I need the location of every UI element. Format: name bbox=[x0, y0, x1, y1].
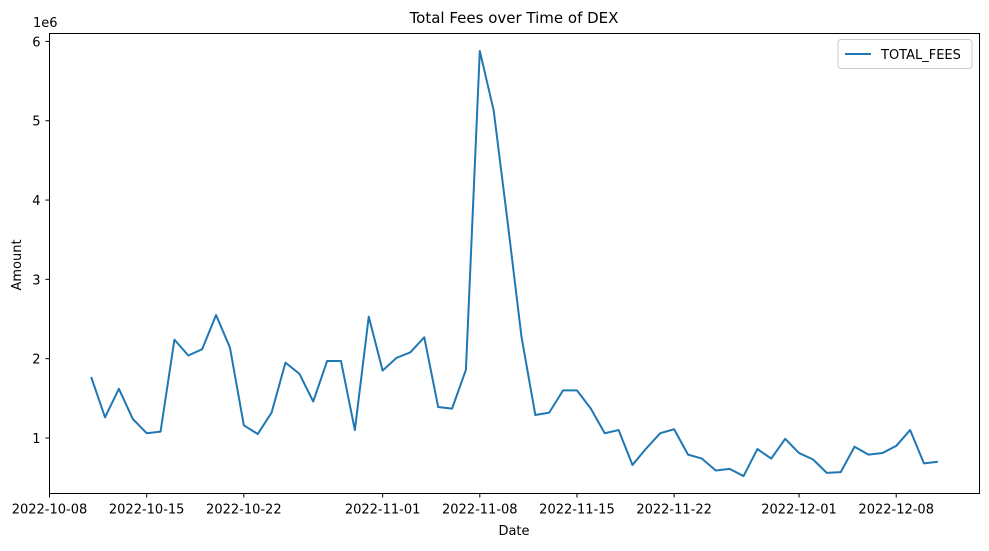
data-point bbox=[284, 362, 286, 364]
x-tick-label: 2022-12-08 bbox=[858, 503, 934, 518]
data-point bbox=[631, 464, 633, 466]
y-tick-label: 5 bbox=[32, 115, 40, 130]
data-point bbox=[118, 388, 120, 390]
x-tick-label: 2022-11-15 bbox=[539, 503, 615, 518]
data-point bbox=[756, 448, 758, 450]
data-point bbox=[437, 406, 439, 408]
series-layer bbox=[90, 49, 939, 478]
data-point bbox=[784, 438, 786, 440]
data-point bbox=[479, 50, 481, 52]
legend-box bbox=[837, 39, 973, 69]
y-tick-label: 3 bbox=[32, 273, 40, 288]
data-point bbox=[548, 412, 550, 414]
x-tick-label: 2022-10-15 bbox=[109, 503, 185, 518]
legend: TOTAL_FEES bbox=[837, 39, 973, 69]
x-tick-label: 2022-11-01 bbox=[345, 503, 421, 518]
data-point bbox=[770, 458, 772, 460]
data-point bbox=[826, 472, 828, 474]
data-point bbox=[382, 370, 384, 372]
data-point bbox=[673, 428, 675, 430]
data-point bbox=[257, 433, 259, 435]
plot-area-frame bbox=[49, 33, 980, 494]
data-point bbox=[396, 357, 398, 359]
data-point bbox=[701, 458, 703, 460]
data-point bbox=[659, 432, 661, 434]
data-point bbox=[173, 339, 175, 341]
legend-label: TOTAL_FEES bbox=[880, 48, 961, 63]
data-point bbox=[881, 452, 883, 454]
y-tick-label: 6 bbox=[32, 35, 40, 50]
data-point bbox=[354, 429, 356, 431]
data-point bbox=[909, 429, 911, 431]
data-point bbox=[895, 445, 897, 447]
data-point bbox=[160, 431, 162, 433]
data-point bbox=[867, 454, 869, 456]
x-tick-label: 2022-11-22 bbox=[636, 503, 712, 518]
data-point bbox=[493, 109, 495, 111]
data-point bbox=[520, 335, 522, 337]
y-tick-label: 2 bbox=[32, 353, 40, 368]
x-axis-label: Date bbox=[498, 524, 529, 539]
data-point bbox=[937, 461, 939, 463]
data-point bbox=[104, 416, 106, 418]
data-point bbox=[645, 447, 647, 449]
y-axis-label: Amount bbox=[10, 239, 25, 290]
x-axis-ticks: 2022-10-08 2022-10-15 2022-10-22 2022-11-01… bbox=[12, 493, 934, 518]
data-point bbox=[840, 471, 842, 473]
data-point bbox=[409, 351, 411, 353]
data-point bbox=[507, 220, 509, 222]
data-point bbox=[715, 470, 717, 472]
data-point bbox=[146, 432, 148, 434]
data-point bbox=[90, 376, 92, 378]
data-point bbox=[326, 360, 328, 362]
data-point bbox=[604, 432, 606, 434]
data-point bbox=[590, 408, 592, 410]
data-point bbox=[729, 468, 731, 470]
data-point bbox=[743, 475, 745, 477]
data-point bbox=[812, 458, 814, 460]
data-point bbox=[798, 452, 800, 454]
data-point bbox=[465, 369, 467, 371]
data-point bbox=[215, 314, 217, 316]
y-tick-label: 1 bbox=[32, 432, 40, 447]
x-tick-label: 2022-10-22 bbox=[206, 503, 282, 518]
x-tick-label: 2022-10-08 bbox=[12, 503, 88, 518]
y-axis-ticks: 1 2 3 4 5 6 bbox=[32, 35, 50, 447]
data-point bbox=[687, 454, 689, 456]
data-point bbox=[298, 373, 300, 375]
data-point bbox=[271, 412, 273, 414]
data-point bbox=[340, 360, 342, 362]
x-tick-label: 2022-11-08 bbox=[442, 503, 518, 518]
data-point bbox=[562, 389, 564, 391]
data-point bbox=[923, 462, 925, 464]
data-point bbox=[576, 389, 578, 391]
data-point bbox=[618, 429, 620, 431]
data-point bbox=[451, 408, 453, 410]
data-point bbox=[854, 446, 856, 448]
data-point bbox=[187, 355, 189, 357]
y-axis-offset-label: 1e6 bbox=[33, 16, 58, 31]
data-point bbox=[368, 316, 370, 318]
chart-title: Total Fees over Time of DEX bbox=[409, 9, 619, 27]
data-point bbox=[312, 401, 314, 403]
data-point bbox=[132, 418, 134, 420]
data-point bbox=[201, 348, 203, 350]
data-point bbox=[423, 336, 425, 338]
data-point bbox=[229, 347, 231, 349]
data-point bbox=[243, 424, 245, 426]
y-tick-label: 4 bbox=[32, 194, 40, 209]
series-line-total-fees bbox=[90, 49, 938, 478]
data-point bbox=[534, 414, 536, 416]
x-tick-label: 2022-12-01 bbox=[761, 503, 837, 518]
